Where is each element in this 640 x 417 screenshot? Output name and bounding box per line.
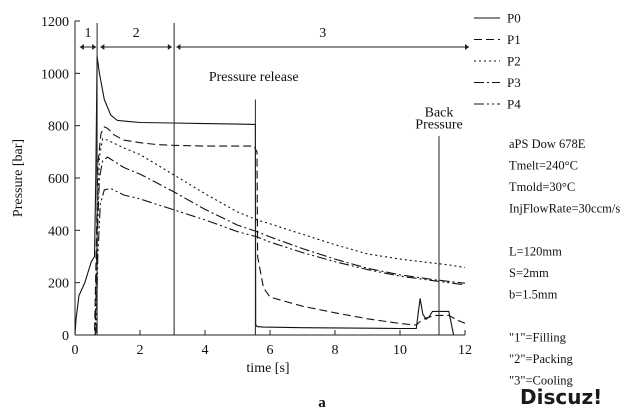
- info-line: L=120mm: [509, 245, 562, 259]
- phase-arrow-head: [100, 44, 105, 50]
- info-line: InjFlowRate=30ccm/s: [509, 202, 620, 216]
- annotation-label: Pressure: [415, 117, 462, 132]
- series-line-p4: [75, 187, 466, 336]
- series-line-p3: [75, 156, 466, 336]
- x-tick-label: 4: [202, 343, 209, 358]
- x-tick-label: 8: [332, 343, 339, 358]
- phase-label: 3: [319, 26, 326, 41]
- x-tick-label: 2: [137, 343, 144, 358]
- phase-label: 1: [85, 26, 92, 41]
- x-tick-label: 0: [72, 343, 79, 358]
- phase-markers: 1 2 3: [79, 23, 469, 335]
- info-block: aPS Dow 678E Tmelt=240°C Tmold=30°C InjFlow…: [509, 137, 620, 388]
- series-line-p2: [75, 138, 466, 336]
- phase-arrow-head: [465, 44, 469, 50]
- phase-arrow-head: [92, 44, 97, 50]
- info-line: S=2mm: [509, 266, 549, 280]
- info-line: "3"=Cooling: [509, 374, 574, 388]
- y-tick-label: 1000: [41, 67, 69, 82]
- info-line: "2"=Packing: [509, 352, 574, 366]
- legend-label-p0: P0: [507, 11, 521, 26]
- phase-label: 2: [133, 26, 140, 41]
- x-tick-label: 10: [393, 343, 407, 358]
- info-line: b=1.5mm: [509, 288, 558, 302]
- y-tick-label: 0: [62, 329, 69, 344]
- y-tick-label: 400: [48, 224, 69, 239]
- y-tick-label: 1200: [41, 15, 69, 30]
- x-tick-label: 6: [267, 343, 274, 358]
- x-axis-label: time [s]: [246, 361, 289, 376]
- annotation-label: Pressure release: [209, 70, 299, 85]
- x-tick-label: 12: [458, 343, 472, 358]
- figure-label: a: [318, 395, 326, 411]
- info-line: Tmelt=240°C: [509, 159, 578, 173]
- y-tick-label: 200: [48, 277, 69, 292]
- y-tick-label: 800: [48, 120, 69, 135]
- info-line: Tmold=30°C: [509, 180, 575, 194]
- series-line-p1: [75, 126, 466, 336]
- info-line: aPS Dow 678E: [509, 137, 586, 151]
- phase-arrow-head: [79, 44, 84, 50]
- plot-area: [74, 56, 466, 336]
- legend-label-p1: P1: [507, 32, 521, 47]
- legend: P0 P1 P2 P3 P4: [474, 11, 521, 112]
- info-line: "1"=Filling: [509, 331, 567, 345]
- annotation-label: Back: [425, 106, 454, 121]
- y-axis-label: Pressure [bar]: [11, 139, 26, 217]
- phase-arrow-head: [176, 44, 181, 50]
- watermark: Discuz!: [520, 385, 602, 409]
- series-line-p0: [74, 56, 465, 336]
- legend-label-p3: P3: [507, 75, 521, 90]
- legend-label-p2: P2: [507, 54, 521, 69]
- legend-label-p4: P4: [507, 97, 521, 112]
- phase-arrow-head: [167, 44, 172, 50]
- y-tick-label: 600: [48, 172, 69, 187]
